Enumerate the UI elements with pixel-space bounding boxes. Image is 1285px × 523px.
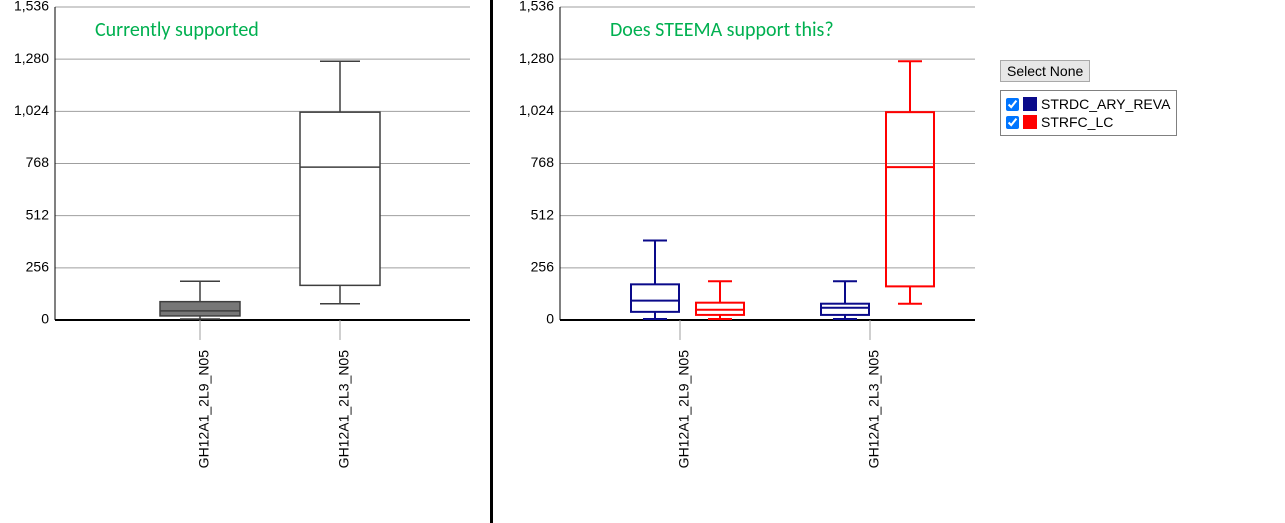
svg-text:GH12A1_2L3_N05: GH12A1_2L3_N05 xyxy=(866,350,882,469)
svg-text:256: 256 xyxy=(26,259,50,275)
select-none-button[interactable]: Select None xyxy=(1000,60,1090,82)
legend-checkbox[interactable] xyxy=(1006,98,1019,111)
legend-items: STRDC_ARY_REVASTRFC_LC xyxy=(1000,90,1177,136)
left-chart-svg: 0 256 512 768 1,024 1,280 1,536 GH12A1_2L9_N05 G… xyxy=(0,0,490,523)
legend-checkbox[interactable] xyxy=(1006,116,1019,129)
svg-text:1,536: 1,536 xyxy=(519,0,554,14)
legend-label: STRFC_LC xyxy=(1041,113,1113,131)
left-annotation: Currently supported xyxy=(95,18,259,42)
svg-text:768: 768 xyxy=(531,154,555,170)
svg-text:1,280: 1,280 xyxy=(519,50,554,66)
svg-text:GH12A1_2L3_N05: GH12A1_2L3_N05 xyxy=(336,350,352,469)
legend-swatch xyxy=(1023,97,1037,111)
legend-row: STRFC_LC xyxy=(1005,113,1170,131)
svg-text:256: 256 xyxy=(531,259,555,275)
left-panel: 0 256 512 768 1,024 1,280 1,536 GH12A1_2L9_N05 G… xyxy=(0,0,490,523)
svg-text:1,536: 1,536 xyxy=(14,0,49,14)
svg-text:0: 0 xyxy=(546,311,554,327)
svg-text:1,280: 1,280 xyxy=(14,50,49,66)
legend-label: STRDC_ARY_REVA xyxy=(1041,95,1170,113)
svg-text:1,024: 1,024 xyxy=(14,102,49,118)
right-annotation: Does STEEMA support this? xyxy=(610,18,834,42)
legend-swatch xyxy=(1023,115,1037,129)
svg-text:512: 512 xyxy=(531,206,555,222)
svg-text:0: 0 xyxy=(41,311,49,327)
svg-text:GH12A1_2L9_N05: GH12A1_2L9_N05 xyxy=(196,350,212,469)
svg-text:512: 512 xyxy=(26,206,50,222)
comparison-container: 0 256 512 768 1,024 1,280 1,536 GH12A1_2L9_N05 G… xyxy=(0,0,1285,523)
legend-row: STRDC_ARY_REVA xyxy=(1005,95,1170,113)
svg-text:GH12A1_2L9_N05: GH12A1_2L9_N05 xyxy=(676,350,692,469)
svg-text:1,024: 1,024 xyxy=(519,102,554,118)
legend: Select None STRDC_ARY_REVASTRFC_LC xyxy=(1000,60,1177,136)
svg-text:768: 768 xyxy=(26,154,50,170)
